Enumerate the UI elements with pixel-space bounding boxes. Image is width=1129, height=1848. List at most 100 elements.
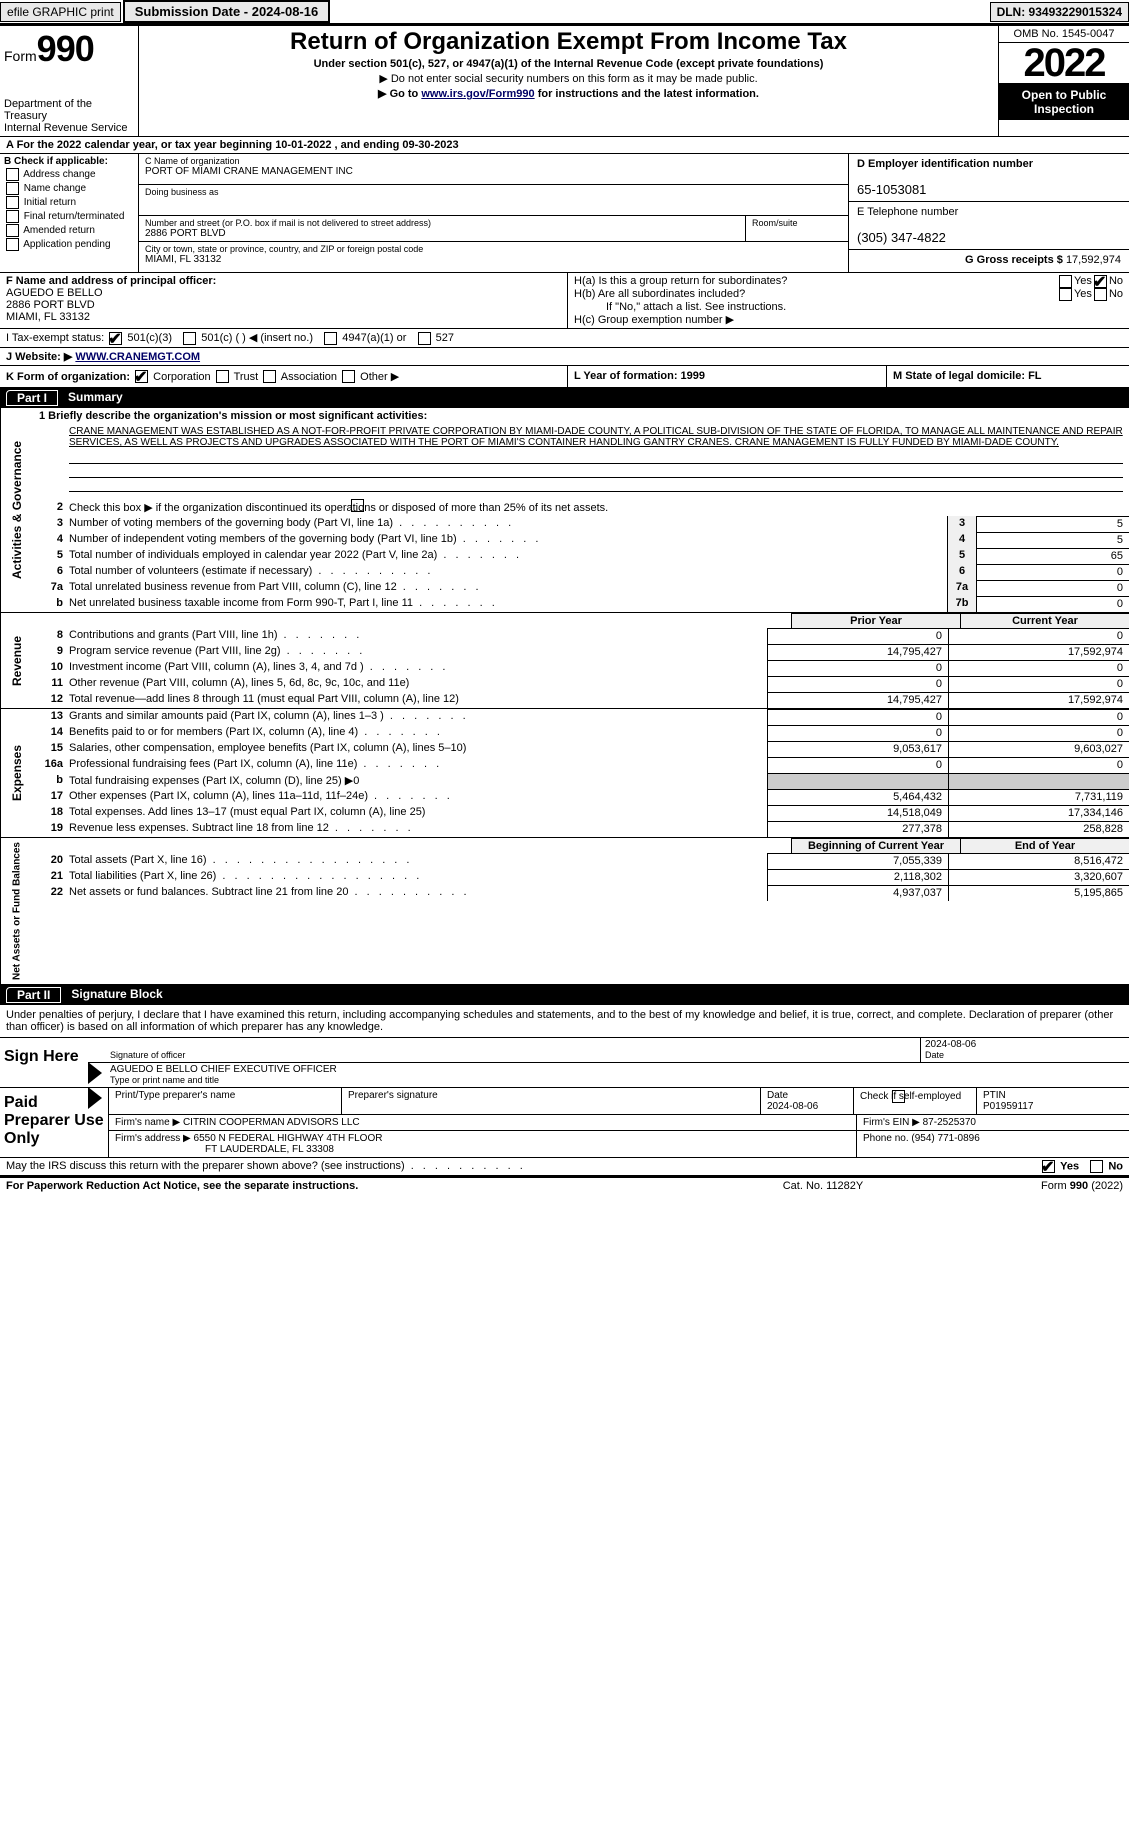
line-5-text: Total number of individuals employed in … — [67, 548, 947, 564]
note-pre: ▶ Go to — [378, 88, 421, 100]
check-amended-return[interactable]: Amended return — [4, 224, 134, 237]
blank-3 — [69, 478, 1123, 492]
ptin-label: PTIN — [983, 1090, 1006, 1101]
opt-501c3: 501(c)(3) — [127, 332, 172, 344]
officer-signature-field[interactable]: Signature of officer — [106, 1038, 920, 1062]
row-a-calendar-year: A For the 2022 calendar year, or tax yea… — [0, 137, 1129, 154]
line-22: 22Net assets or fund balances. Subtract … — [33, 885, 1129, 901]
part-1-title: Summary — [68, 390, 123, 406]
line-8: 8Contributions and grants (Part VIII, li… — [33, 628, 1129, 644]
prep-line-2: Firm's name ▶ CITRIN COOPERMAN ADVISORS … — [109, 1115, 1129, 1131]
check-association[interactable] — [263, 370, 276, 383]
row-a-text: A For the 2022 calendar year, or tax yea… — [6, 139, 459, 151]
phone-label: Phone no. — [863, 1133, 909, 1144]
line-1-label: 1 Briefly describe the organization's mi… — [33, 408, 1129, 424]
line-7b-value: 0 — [977, 596, 1129, 612]
officer-city: MIAMI, FL 33132 — [6, 311, 90, 323]
form-footer: Form 990 (2022) — [923, 1180, 1123, 1192]
yes-label: Yes — [1074, 275, 1092, 288]
ha-yes[interactable] — [1059, 275, 1072, 288]
line-5-value: 65 — [977, 548, 1129, 564]
form-subtitle: Under section 501(c), 527, or 4947(a)(1)… — [145, 58, 992, 70]
firm-phone-cell: Phone no. (954) 771-0896 — [857, 1131, 1129, 1157]
room-label: Room/suite — [752, 218, 842, 228]
header-left: Form990 Department of the Treasury Inter… — [0, 26, 139, 136]
opt-assoc: Association — [281, 371, 337, 383]
dln-label: DLN: 93493229015324 — [990, 2, 1129, 22]
prep-sig-label: Preparer's signature — [348, 1090, 438, 1101]
phone-value: (954) 771-0896 — [911, 1133, 979, 1144]
ha-no[interactable] — [1094, 275, 1107, 288]
part-2-title: Signature Block — [71, 987, 162, 1003]
check-address-change[interactable]: Address change — [4, 168, 134, 181]
paid-preparer-content: Print/Type preparer's name Preparer's si… — [109, 1088, 1129, 1157]
firm-name-label: Firm's name ▶ — [115, 1117, 180, 1128]
hdr-end: End of Year — [960, 838, 1129, 853]
check-name-change[interactable]: Name change — [4, 182, 134, 195]
perjury-statement: Under penalties of perjury, I declare th… — [0, 1005, 1129, 1038]
footer-row: For Paperwork Reduction Act Notice, see … — [0, 1178, 1129, 1194]
check-line-2[interactable] — [351, 499, 364, 512]
form-990-num: 990 — [37, 28, 94, 69]
tax-year: 2022 — [999, 43, 1129, 84]
check-initial-return[interactable]: Initial return — [4, 196, 134, 209]
city-label: City or town, state or province, country… — [145, 244, 842, 254]
firm-name-cell: Firm's name ▶ CITRIN COOPERMAN ADVISORS … — [109, 1115, 857, 1130]
part-2-header: Part II Signature Block — [0, 985, 1129, 1005]
firm-ein-cell: Firm's EIN ▶ 87-2525370 — [857, 1115, 1129, 1130]
vlabel-expenses: Expenses — [0, 709, 33, 837]
name-title-line: AGUEDO E BELLO CHIEF EXECUTIVE OFFICER T… — [88, 1063, 1129, 1087]
discuss-yes[interactable] — [1042, 1160, 1055, 1173]
irs-discuss-row: May the IRS discuss this return with the… — [0, 1158, 1129, 1176]
tel-cell: E Telephone number (305) 347-4822 — [849, 202, 1129, 250]
revenue-content: Prior Year Current Year 8Contributions a… — [33, 613, 1129, 708]
line-20: 20Total assets (Part X, line 16)7,055,33… — [33, 853, 1129, 869]
check-501c3[interactable] — [109, 332, 122, 345]
sign-here-content: Signature of officer 2024-08-06 Date AGU… — [88, 1038, 1129, 1087]
check-527[interactable] — [418, 332, 431, 345]
box-b: B Check if applicable: Address change Na… — [0, 154, 139, 272]
city-value: MIAMI, FL 33132 — [145, 254, 842, 265]
h-c-label: H(c) Group exemption number ▶ — [574, 313, 1123, 326]
efile-label: efile GRAPHIC print — [0, 2, 121, 22]
opt-501c: 501(c) ( ) ◀ (insert no.) — [201, 332, 313, 344]
box-b-label: B Check if applicable: — [4, 156, 108, 167]
gross-label: G Gross receipts $ — [965, 254, 1063, 266]
ein-label: D Employer identification number — [857, 158, 1033, 170]
hb-no[interactable] — [1094, 288, 1107, 301]
department-label: Department of the Treasury Internal Reve… — [4, 98, 134, 134]
hb-yes[interactable] — [1059, 288, 1072, 301]
line-6-value: 0 — [977, 564, 1129, 580]
sig-date-value: 2024-08-06 — [925, 1039, 976, 1050]
street-cell: Number and street (or P.O. box if mail i… — [139, 216, 746, 241]
part-2-num: Part II — [6, 987, 61, 1003]
line-4-text: Number of independent voting members of … — [67, 532, 947, 548]
check-trust[interactable] — [216, 370, 229, 383]
irs-link[interactable]: www.irs.gov/Form990 — [421, 88, 534, 100]
note-post: for instructions and the latest informat… — [535, 88, 759, 100]
submission-date-button[interactable]: Submission Date - 2024-08-16 — [123, 0, 331, 23]
ein-value: 65-1053081 — [857, 182, 926, 197]
line-2: 2Check this box ▶ if the organization di… — [33, 500, 1129, 516]
signature-block: Under penalties of perjury, I declare th… — [0, 1005, 1129, 1194]
line-19: 19Revenue less expenses. Subtract line 1… — [33, 821, 1129, 837]
check-other[interactable] — [342, 370, 355, 383]
box-c: C Name of organization PORT OF MIAMI CRA… — [139, 154, 848, 272]
check-501c[interactable] — [183, 332, 196, 345]
check-4947[interactable] — [324, 332, 337, 345]
blank-1 — [69, 450, 1123, 464]
prep-name-cell: Print/Type preparer's name — [109, 1088, 342, 1114]
no-label-2: No — [1109, 288, 1123, 301]
ptin-cell: PTINP01959117 — [977, 1088, 1129, 1114]
row-f-h: F Name and address of principal officer:… — [0, 273, 1129, 329]
check-application-pending[interactable]: Application pending — [4, 238, 134, 251]
check-self-employed[interactable] — [892, 1090, 905, 1103]
self-employed-cell: Check if self-employed — [854, 1088, 977, 1114]
website-link[interactable]: WWW.CRANEMGT.COM — [75, 351, 200, 363]
catalog-number: Cat. No. 11282Y — [723, 1180, 923, 1192]
check-corporation[interactable] — [135, 370, 148, 383]
box-k: K Form of organization: Corporation Trus… — [0, 366, 568, 388]
discuss-no[interactable] — [1090, 1160, 1103, 1173]
check-final-return[interactable]: Final return/terminated — [4, 210, 134, 223]
prep-sig-cell[interactable]: Preparer's signature — [342, 1088, 761, 1114]
